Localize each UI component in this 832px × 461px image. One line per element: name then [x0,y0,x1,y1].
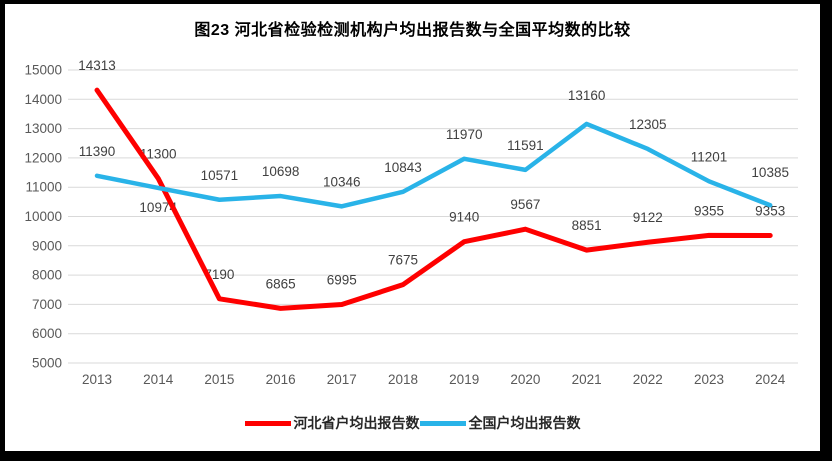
y-tick-label: 13000 [24,121,62,136]
y-tick-label: 6000 [32,326,62,341]
x-tick-label: 2024 [755,372,786,387]
chart-title: 图23 河北省检验检测机构户均出报告数与全国平均数的比较 [194,22,631,39]
data-label-series-1: 11591 [507,138,544,153]
legend-label-national: 全国户均出报告数 [468,415,581,431]
series-line-hebei [94,87,773,311]
chart-canvas: 图23 河北省检验检测机构户均出报告数与全国平均数的比较 5000 6000 700… [5,4,820,451]
legend-item-national: 全国户均出报告数 [419,413,581,433]
data-label-series-0: 9353 [755,203,785,218]
data-label-series-1: 10698 [262,164,300,179]
data-label-series-0: 7675 [388,253,418,268]
chart-svg: 5000 6000 7000 8000 9000 10000 11000 12000 13000… [24,58,798,387]
y-tick-label: 7000 [32,297,62,312]
x-tick-label: 2021 [572,372,602,387]
legend-item-hebei: 河北省户均出报告数 [244,413,420,433]
legend-swatch-hebei-line [244,420,291,426]
x-tick-label: 2017 [327,372,357,387]
x-tick-label: 2022 [633,372,663,387]
data-label-series-1: 12305 [629,117,667,132]
data-label-series-0: 7190 [204,267,234,282]
data-label-series-0: 9122 [633,210,663,225]
data-label-series-0: 9567 [510,197,540,212]
y-tick-label: 5000 [32,356,62,371]
data-label-series-0: 9355 [694,203,724,218]
legend-swatch-national-line [419,420,466,426]
y-tick-label: 14000 [24,92,62,107]
data-label-series-1: 10974 [139,200,177,215]
data-label-series-1: 10385 [751,165,789,180]
y-tick-label: 8000 [32,268,62,283]
data-label-series-1: 10571 [201,168,239,183]
series-line-national [94,121,773,209]
x-tick-label: 2018 [388,372,418,387]
x-tick-label: 2016 [266,372,296,387]
data-label-series-1: 10346 [323,174,361,189]
data-label-series-0: 11300 [140,146,177,161]
data-label-series-1: 11390 [79,144,116,159]
data-label-series-0: 6995 [327,273,357,288]
data-label-series-0: 9140 [449,210,479,225]
data-label-series-0: 8851 [572,218,602,233]
y-tick-label: 9000 [32,238,62,253]
y-tick-label: 11000 [25,180,62,195]
data-label-series-1: 13160 [568,88,606,103]
x-tick-label: 2013 [82,372,112,387]
data-label-series-1: 11201 [691,149,728,164]
y-tick-label: 10000 [24,209,62,224]
x-tick-label: 2015 [204,372,234,387]
x-tick-label: 2020 [510,372,540,387]
data-label-series-1: 10843 [384,160,422,175]
data-label-series-0: 6865 [266,276,296,291]
x-tick-label: 2023 [694,372,724,387]
legend: 河北省户均出报告数 全国户均出报告数 [5,413,820,433]
legend-label-hebei: 河北省户均出报告数 [293,415,420,431]
data-label-series-0: 14313 [78,58,116,73]
y-tick-label: 12000 [24,150,62,165]
x-tick-label: 2019 [449,372,479,387]
x-tick-label: 2014 [143,372,174,387]
data-label-series-1: 11970 [446,127,483,142]
y-tick-label: 15000 [24,63,62,78]
